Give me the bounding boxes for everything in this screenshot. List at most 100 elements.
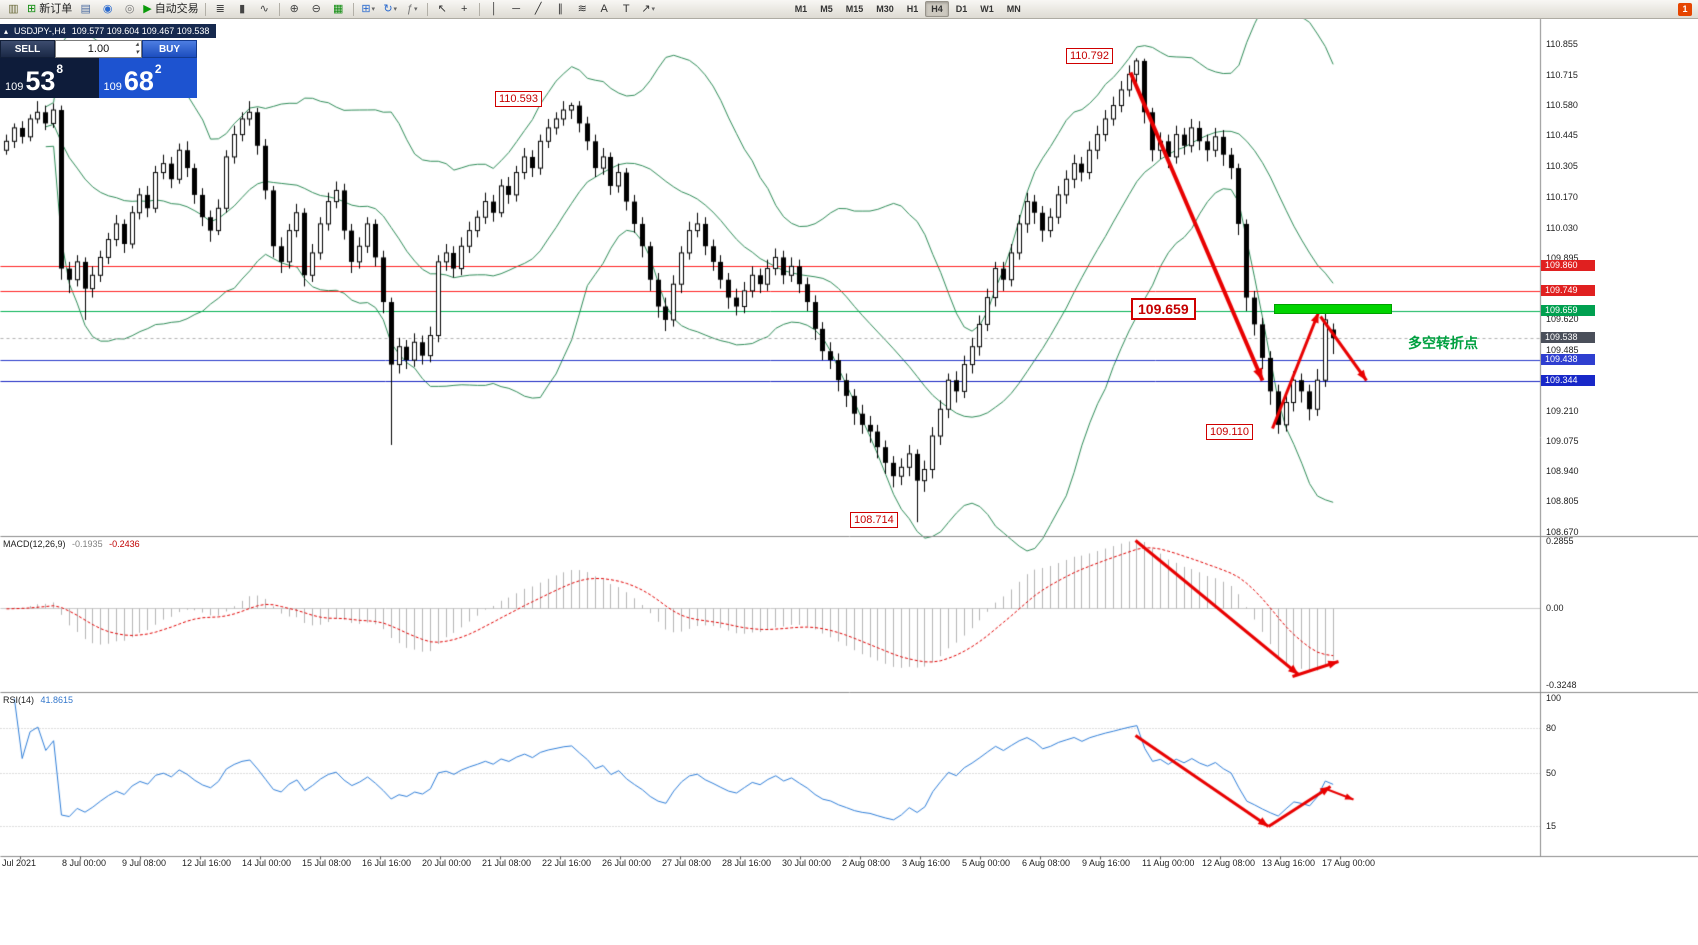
volume-up-icon[interactable]: ▴ [135, 41, 139, 48]
timeframe-m30-button[interactable]: M30 [876, 4, 894, 14]
toolbar-separator [426, 2, 428, 16]
data-window-icon[interactable]: ◎ [119, 1, 140, 17]
timeframe-m15-button[interactable]: M15 [845, 4, 864, 14]
rsi-indicator-label: RSI(14) 41.8615 [3, 695, 73, 705]
buy-price-int: 109 [103, 81, 122, 93]
timeframe-mn-button[interactable]: MN [1006, 4, 1021, 14]
new-order-button: ⊞ [27, 2, 37, 15]
horizontal-line-icon: ─ [512, 2, 521, 15]
arrows-icon: ↗ [641, 2, 651, 15]
zoom-in-icon[interactable]: ⊕ [284, 1, 305, 17]
vertical-line-icon: │ [490, 2, 498, 15]
macd-name: MACD(12,26,9) [3, 539, 66, 549]
arrows-icon[interactable]: ↗ ▾ [638, 1, 659, 17]
macd-main-value: -0.1935 [72, 539, 103, 549]
indicators-icon[interactable]: ƒ ▾ [402, 1, 423, 17]
buy-price-dec: 68 [123, 66, 154, 96]
crosshair-icon: + [460, 2, 468, 15]
new-chart-icon-dropdown-icon[interactable]: ▾ [371, 5, 376, 13]
tile-windows-icon[interactable]: ▦ [328, 1, 349, 17]
profiles-icon[interactable]: ↻ ▾ [380, 1, 401, 17]
zoom-out-icon[interactable]: ⊖ [306, 1, 327, 17]
rsi-name: RSI(14) [3, 695, 35, 705]
chart-window-icon[interactable]: ▥ [3, 1, 24, 17]
collapse-panel-icon[interactable]: ▴ [4, 26, 9, 36]
toolbar-separator [478, 2, 480, 16]
channel-icon: ∥ [557, 2, 563, 15]
buy-button[interactable]: BUY [142, 40, 197, 58]
timeframe-m5-button[interactable]: M5 [820, 4, 833, 14]
sell-button[interactable]: SELL [0, 40, 55, 58]
line-chart-icon[interactable]: ∿ [254, 1, 275, 17]
timeframe-d1-button[interactable]: D1 [955, 4, 968, 14]
autotrading-button[interactable]: ▶ 自动交易 [141, 1, 200, 17]
timeframe-h1-button[interactable]: H1 [906, 4, 919, 14]
sell-price-int: 109 [5, 81, 24, 93]
toolbar-separator [278, 2, 280, 16]
new-order-button[interactable]: ⊞ 新订单 [25, 1, 74, 17]
buy-price-pip: 2 [154, 62, 162, 76]
indicators-icon-dropdown-icon[interactable]: ▾ [413, 5, 418, 13]
vertical-line-icon[interactable]: │ [484, 1, 505, 17]
timeframe-w1-button[interactable]: W1 [980, 4, 994, 14]
autotrading-button: ▶ [143, 2, 152, 15]
toolbar-separator [204, 2, 206, 16]
symbol-timeframe: USDJPY-,H4 [14, 26, 66, 36]
chart-windows-icon: ▤ [80, 2, 91, 15]
ohlc-values: 109.577 109.604 109.467 109.538 [71, 26, 210, 36]
trendline-icon: ╱ [534, 2, 542, 15]
chart-window-icon: ▥ [8, 2, 19, 15]
bar-chart-icon[interactable]: ≣ [210, 1, 231, 17]
notification-badge[interactable]: 1 [1678, 2, 1692, 16]
candlestick-chart-icon[interactable]: ▮ [232, 1, 253, 17]
buy-price[interactable]: 109 68 2 [98, 58, 197, 98]
toolbar-separator [352, 2, 354, 16]
text-icon[interactable]: A [594, 1, 615, 17]
tile-windows-icon: ▦ [332, 2, 344, 15]
chart-windows-icon[interactable]: ▤ [75, 1, 96, 17]
horizontal-line-icon[interactable]: ─ [506, 1, 527, 17]
zoom-out-icon: ⊖ [311, 2, 321, 15]
timeframe-m1-button[interactable]: M1 [794, 4, 808, 14]
data-window-icon: ◎ [124, 2, 135, 15]
market-watch-icon: ◉ [102, 2, 113, 15]
fibonacci-icon[interactable]: ≋ [572, 1, 593, 17]
chart-title-bar: ▴ USDJPY-,H4 109.577 109.604 109.467 109… [0, 24, 217, 38]
label-icon[interactable]: T [616, 1, 637, 17]
toolbar: ▥ ⊞ 新订单 ▤ ◉ ◎ ▶ 自动交易 ≣ ▮ ∿ ⊕ ⊖ ▦ ⊞ ▾ ↻ ▾ ƒ ▾ ↖ + │ ─ ╱ ∥ ≋ A T ↗ ▾ M1 M5… [0, 0, 1698, 19]
cursor-icon[interactable]: ↖ [432, 1, 453, 17]
arrows-icon-dropdown-icon[interactable]: ▾ [651, 5, 656, 13]
cursor-icon: ↖ [437, 2, 447, 15]
new-chart-icon: ⊞ [361, 2, 371, 15]
volume-value: 1.00 [87, 43, 110, 55]
sell-price-dec: 53 [25, 66, 56, 96]
sell-price[interactable]: 109 53 8 [0, 58, 99, 98]
profiles-icon: ↻ [383, 2, 393, 15]
zoom-in-icon: ⊕ [289, 2, 299, 15]
macd-signal-value: -0.2436 [109, 539, 140, 549]
volume-down-icon[interactable]: ▾ [135, 49, 139, 56]
bar-chart-icon: ≣ [215, 2, 225, 15]
fibonacci-icon: ≋ [577, 2, 587, 15]
volume-spin: ▴ ▾ [135, 41, 139, 57]
crosshair-icon[interactable]: + [454, 1, 475, 17]
rsi-value: 41.8615 [40, 695, 74, 705]
macd-indicator-label: MACD(12,26,9) -0.1935 -0.2436 [3, 539, 140, 549]
label-icon: T [622, 2, 630, 15]
one-click-trading-panel: SELL 1.00 ▴ ▾ BUY 109 53 8 109 68 2 [0, 40, 197, 98]
new-order-button-label: 新订单 [39, 2, 73, 15]
volume-stepper[interactable]: 1.00 ▴ ▾ [55, 40, 142, 58]
autotrading-button-label: 自动交易 [154, 2, 199, 15]
candlestick-chart-icon: ▮ [239, 2, 246, 15]
text-icon: A [600, 2, 608, 15]
indicators-icon: ƒ [406, 2, 413, 15]
trendline-icon[interactable]: ╱ [528, 1, 549, 17]
line-chart-icon: ∿ [259, 2, 269, 15]
market-watch-icon[interactable]: ◉ [97, 1, 118, 17]
timeframe-h4-button[interactable]: H4 [925, 1, 949, 17]
new-chart-icon[interactable]: ⊞ ▾ [358, 1, 379, 17]
profiles-icon-dropdown-icon[interactable]: ▾ [393, 5, 398, 13]
sell-price-pip: 8 [56, 62, 64, 76]
channel-icon[interactable]: ∥ [550, 1, 571, 17]
